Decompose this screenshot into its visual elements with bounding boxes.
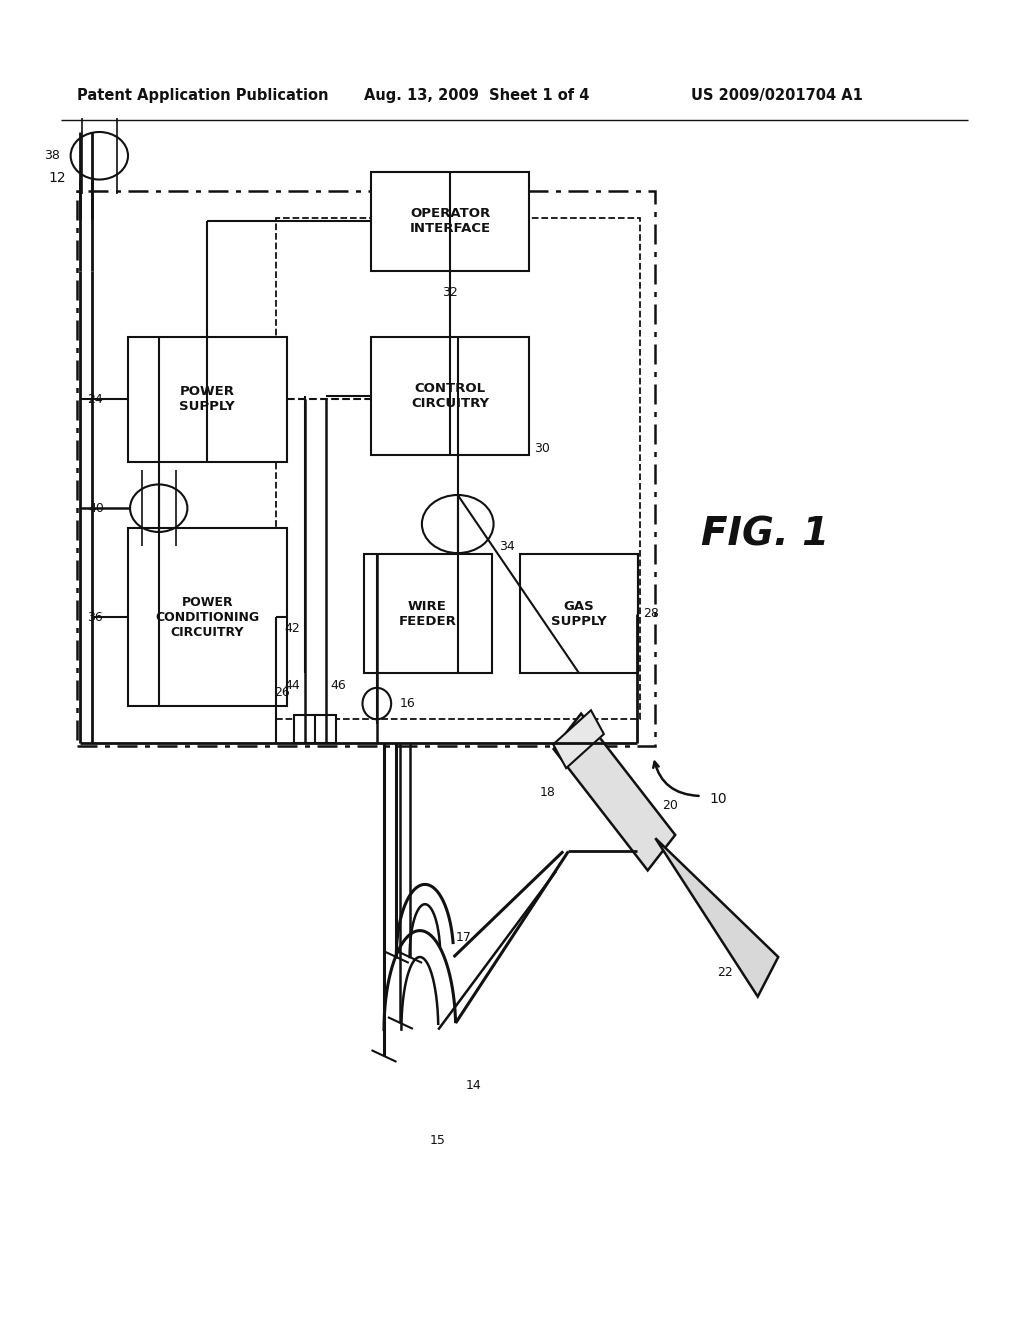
Text: 20: 20 <box>663 799 679 812</box>
Text: 18: 18 <box>540 785 556 799</box>
Text: 40: 40 <box>88 502 104 515</box>
Polygon shape <box>655 838 778 997</box>
Text: 24: 24 <box>87 393 102 405</box>
Text: 10: 10 <box>710 792 727 805</box>
Text: OPERATOR
INTERFACE: OPERATOR INTERFACE <box>410 207 490 235</box>
Text: 36: 36 <box>87 611 102 623</box>
Text: POWER
SUPPLY: POWER SUPPLY <box>179 385 236 413</box>
Text: 15: 15 <box>430 1134 446 1147</box>
Polygon shape <box>554 714 675 870</box>
FancyBboxPatch shape <box>371 337 529 455</box>
Text: 28: 28 <box>643 607 659 620</box>
Text: GAS
SUPPLY: GAS SUPPLY <box>551 599 607 628</box>
FancyBboxPatch shape <box>295 715 315 742</box>
Polygon shape <box>553 710 604 768</box>
FancyBboxPatch shape <box>128 528 287 706</box>
FancyBboxPatch shape <box>128 337 287 462</box>
Text: CONTROL
CIRCUITRY: CONTROL CIRCUITRY <box>411 381 489 411</box>
Text: 32: 32 <box>442 286 458 300</box>
Text: 38: 38 <box>44 149 60 162</box>
Text: POWER
CONDITIONING
CIRCUITRY: POWER CONDITIONING CIRCUITRY <box>156 595 259 639</box>
Text: 46: 46 <box>331 680 346 692</box>
Text: FIG. 1: FIG. 1 <box>701 516 829 553</box>
Text: 17: 17 <box>456 931 472 944</box>
Text: 34: 34 <box>499 540 514 553</box>
FancyBboxPatch shape <box>520 554 638 673</box>
FancyBboxPatch shape <box>371 172 529 271</box>
Text: 44: 44 <box>285 680 300 692</box>
Text: Aug. 13, 2009  Sheet 1 of 4: Aug. 13, 2009 Sheet 1 of 4 <box>364 87 589 103</box>
Text: 26: 26 <box>274 686 290 700</box>
Text: 14: 14 <box>466 1078 481 1092</box>
FancyBboxPatch shape <box>364 554 492 673</box>
Text: 42: 42 <box>285 622 300 635</box>
Text: 12: 12 <box>49 170 67 185</box>
Text: 16: 16 <box>399 697 415 710</box>
Text: Patent Application Publication: Patent Application Publication <box>77 87 329 103</box>
Text: US 2009/0201704 A1: US 2009/0201704 A1 <box>691 87 863 103</box>
Text: 30: 30 <box>535 442 551 455</box>
Text: WIRE
FEEDER: WIRE FEEDER <box>398 599 457 628</box>
FancyBboxPatch shape <box>315 715 336 742</box>
Text: 22: 22 <box>717 966 732 979</box>
